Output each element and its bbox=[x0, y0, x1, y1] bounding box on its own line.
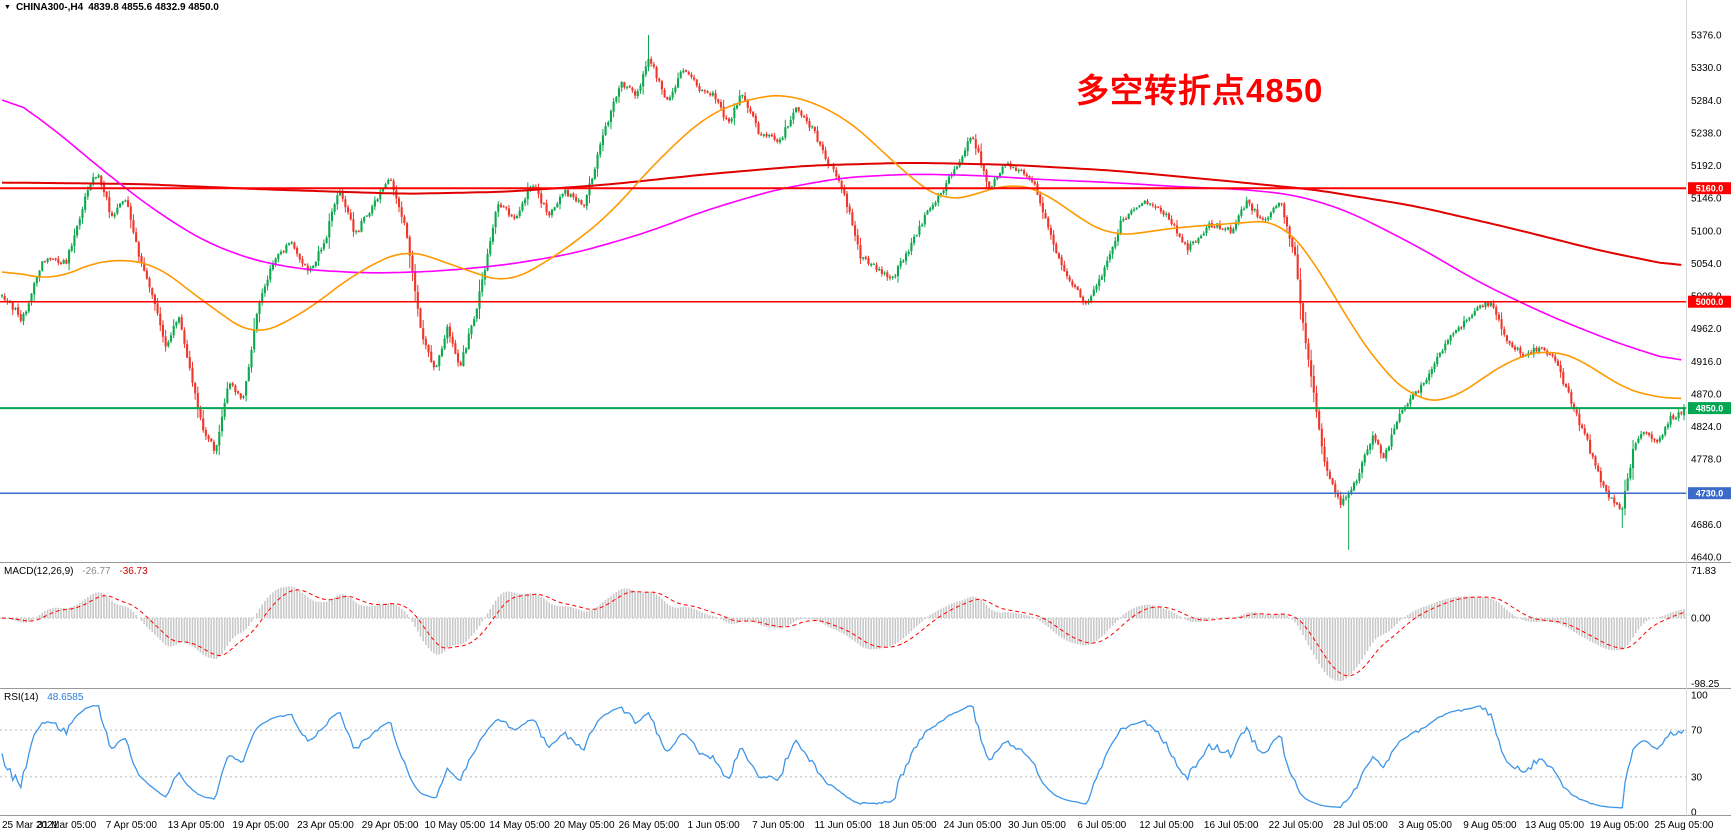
macd-indicator-header: MACD(12,26,9) -26.77 -36.73 bbox=[4, 566, 148, 577]
macd-tick-label: 71.83 bbox=[1691, 566, 1716, 577]
time-tick-label: 31 Mar 05:00 bbox=[37, 820, 96, 831]
ma-slow bbox=[1, 162, 1682, 266]
price-tick-label: 4962.0 bbox=[1691, 324, 1722, 335]
symbol-info-bar: ▼ CHINA300-,H4 4839.8 4855.6 4832.9 4850… bbox=[4, 2, 219, 13]
time-tick-label: 19 Aug 05:00 bbox=[1590, 820, 1649, 831]
price-tick-label: 4686.0 bbox=[1691, 520, 1722, 531]
macd-histogram bbox=[0, 586, 1686, 682]
rsi-indicator-header: RSI(14) 48.6585 bbox=[4, 692, 83, 703]
price-tag-4730.0 bbox=[1688, 487, 1731, 500]
macd-tick-label: -98.25 bbox=[1691, 679, 1720, 690]
price-tick-label: 4824.0 bbox=[1691, 422, 1722, 433]
time-tick-label: 1 Jun 05:00 bbox=[687, 820, 740, 831]
rsi-axis-labels[interactable]: 100 70 30 0 bbox=[1691, 691, 1708, 819]
price-tick-label: 4870.0 bbox=[1691, 389, 1722, 400]
rsi-indicator-name: RSI(14) bbox=[4, 692, 39, 703]
time-tick-label: 18 Jun 05:00 bbox=[879, 820, 937, 831]
price-tick-label: 4916.0 bbox=[1691, 357, 1722, 368]
macd-signal-line bbox=[1, 589, 1685, 677]
price-tick-label: 5238.0 bbox=[1691, 128, 1722, 139]
time-tick-label: 26 May 05:00 bbox=[619, 820, 680, 831]
price-tick-label: 5146.0 bbox=[1691, 194, 1722, 205]
time-tick-label: 30 Jun 05:00 bbox=[1008, 820, 1066, 831]
axis-price-tags: 5160.0 5000.0 4850.0 4730.0 bbox=[1688, 182, 1731, 500]
time-tick-label: 6 Jul 05:00 bbox=[1077, 820, 1126, 831]
chart-annotation-text[interactable]: 多空转折点4850 bbox=[1076, 72, 1324, 109]
time-tick-label: 10 May 05:00 bbox=[425, 820, 486, 831]
price-tick-label: 4778.0 bbox=[1691, 455, 1722, 466]
price-tick-label: 5284.0 bbox=[1691, 96, 1722, 107]
time-tick-label: 3 Aug 05:00 bbox=[1399, 820, 1453, 831]
time-tick-label: 20 May 05:00 bbox=[554, 820, 615, 831]
rsi-value: 48.6585 bbox=[47, 692, 84, 703]
macd-axis-labels[interactable]: 71.83 0.00 -98.25 bbox=[1691, 566, 1720, 690]
price-tick-label: 5330.0 bbox=[1691, 63, 1722, 74]
time-tick-label: 25 Mar 2021 bbox=[2, 820, 59, 831]
candles-layer bbox=[0, 35, 1686, 550]
ma-medium bbox=[1, 99, 1682, 361]
rsi-tick-label: 100 bbox=[1691, 691, 1708, 702]
level-lines-layer[interactable] bbox=[0, 187, 1686, 494]
rsi-tick-label: 70 bbox=[1691, 726, 1703, 737]
price-tick-label: 5100.0 bbox=[1691, 226, 1722, 237]
price-tag-5000.0 bbox=[1688, 295, 1731, 308]
price-tag-4850.0 bbox=[1688, 402, 1731, 415]
ma-fast bbox=[1, 94, 1682, 401]
price-tag-text: 4730.0 bbox=[1696, 489, 1724, 499]
macd-indicator-name: MACD(12,26,9) bbox=[4, 566, 74, 577]
time-tick-label: 12 Jul 05:00 bbox=[1139, 820, 1194, 831]
macd-main-value: -26.77 bbox=[82, 566, 111, 577]
time-tick-label: 29 Apr 05:00 bbox=[362, 820, 419, 831]
price-tick-label: 5054.0 bbox=[1691, 259, 1722, 270]
rsi-tick-label: 0 bbox=[1691, 808, 1697, 819]
time-tick-label: 25 Aug 05:00 bbox=[1655, 820, 1714, 831]
time-tick-label: 14 May 05:00 bbox=[489, 820, 550, 831]
rsi-tick-label: 30 bbox=[1691, 772, 1703, 783]
price-tick-label: 5376.0 bbox=[1691, 31, 1722, 42]
pane-separators bbox=[0, 0, 1731, 816]
time-tick-label: 9 Aug 05:00 bbox=[1463, 820, 1517, 831]
time-tick-label: 28 Jul 05:00 bbox=[1333, 820, 1388, 831]
time-tick-label: 24 Jun 05:00 bbox=[943, 820, 1001, 831]
macd-tick-label: 0.00 bbox=[1691, 614, 1711, 625]
rsi-layer bbox=[0, 704, 1686, 809]
price-tag-5160.0 bbox=[1688, 182, 1731, 195]
price-tag-text: 5160.0 bbox=[1696, 184, 1724, 194]
macd-signal-value: -36.73 bbox=[119, 566, 148, 577]
price-tick-label: 4640.0 bbox=[1691, 553, 1722, 564]
rsi-line bbox=[1, 704, 1685, 809]
time-tick-label: 16 Jul 05:00 bbox=[1204, 820, 1259, 831]
time-tick-label: 23 Apr 05:00 bbox=[297, 820, 354, 831]
symbol-timeframe-label: CHINA300-,H4 bbox=[15, 2, 84, 13]
ma-lines-layer bbox=[1, 94, 1682, 401]
time-tick-label: 19 Apr 05:00 bbox=[232, 820, 289, 831]
time-tick-label: 7 Jun 05:00 bbox=[752, 820, 805, 831]
time-tick-label: 7 Apr 05:00 bbox=[106, 820, 158, 831]
time-tick-label: 22 Jul 05:00 bbox=[1269, 820, 1324, 831]
chart-menu-icon[interactable]: ▼ bbox=[4, 3, 11, 11]
price-tag-text: 5000.0 bbox=[1696, 297, 1724, 307]
ohlc-values: 4839.8 4855.6 4832.9 4850.0 bbox=[88, 2, 219, 13]
price-tag-text: 4850.0 bbox=[1696, 404, 1724, 414]
time-tick-label: 11 Jun 05:00 bbox=[814, 820, 872, 831]
time-tick-label: 13 Aug 05:00 bbox=[1525, 820, 1584, 831]
time-tick-label: 13 Apr 05:00 bbox=[168, 820, 225, 831]
price-tick-label: 5192.0 bbox=[1691, 161, 1722, 172]
